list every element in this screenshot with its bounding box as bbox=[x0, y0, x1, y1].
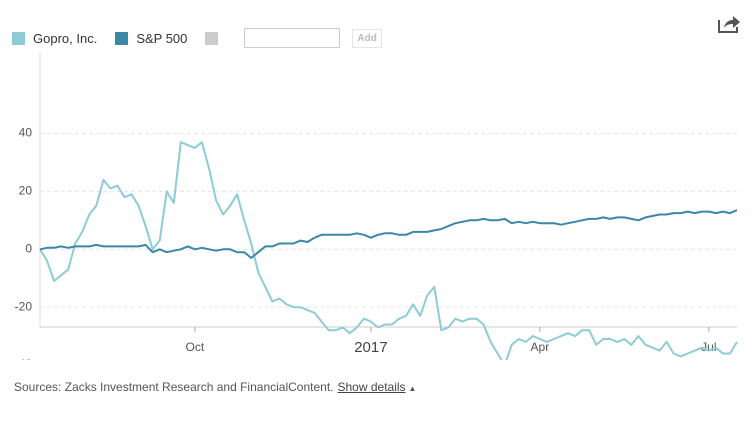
x-tick-label: 2017 bbox=[354, 339, 387, 356]
series-line bbox=[39, 209, 738, 259]
legend-label: S&P 500 bbox=[136, 30, 188, 46]
y-tick-label: 0 bbox=[25, 241, 32, 255]
legend-swatch bbox=[205, 31, 219, 45]
y-tick-label: 20 bbox=[19, 184, 33, 198]
y-tick-label: -40 bbox=[15, 357, 33, 360]
series-line bbox=[39, 141, 738, 360]
legend-item[interactable]: S&P 500 bbox=[115, 31, 187, 46]
x-tick-label: Oct bbox=[186, 340, 205, 354]
legend-swatch bbox=[12, 31, 25, 45]
footer: Sources: Zacks Investment Research and F… bbox=[14, 380, 417, 394]
source-text: Sources: Zacks Investment Research and F… bbox=[14, 380, 334, 394]
legend-swatch bbox=[115, 31, 129, 45]
show-details-link[interactable]: Show details bbox=[337, 380, 406, 394]
y-tick-label: -20 bbox=[15, 299, 33, 313]
x-tick-label: Jul bbox=[701, 340, 716, 354]
share-icon[interactable] bbox=[717, 14, 741, 34]
legend-item[interactable]: Gopro, Inc. bbox=[12, 31, 97, 46]
legend-item[interactable] bbox=[205, 31, 226, 45]
legend: Gopro, Inc. S&P 500 Add bbox=[12, 27, 382, 49]
legend-label: Gopro, Inc. bbox=[33, 30, 98, 46]
chart: -40 -20 0 20 40 Oct 2017 Apr Jul bbox=[15, 52, 738, 360]
symbol-input[interactable] bbox=[244, 28, 341, 48]
y-tick-label: 40 bbox=[19, 126, 33, 140]
add-button[interactable]: Add bbox=[352, 28, 382, 48]
x-tick-label: Apr bbox=[531, 340, 550, 354]
